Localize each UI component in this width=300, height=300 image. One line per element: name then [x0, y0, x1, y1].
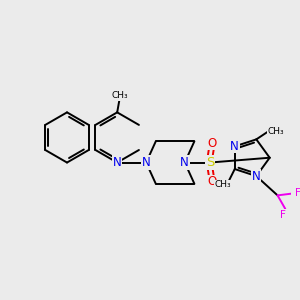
Text: F: F: [280, 210, 286, 220]
Text: O: O: [207, 175, 216, 188]
Text: CH₃: CH₃: [112, 92, 128, 100]
Text: CH₃: CH₃: [267, 127, 284, 136]
Text: N: N: [180, 156, 189, 169]
Text: S: S: [206, 156, 214, 169]
Text: CH₃: CH₃: [215, 180, 232, 189]
Text: N: N: [230, 140, 239, 153]
Text: N: N: [113, 156, 122, 169]
Text: N: N: [252, 169, 261, 183]
Text: F: F: [295, 188, 300, 198]
Text: O: O: [207, 137, 216, 150]
Text: N: N: [142, 156, 151, 169]
